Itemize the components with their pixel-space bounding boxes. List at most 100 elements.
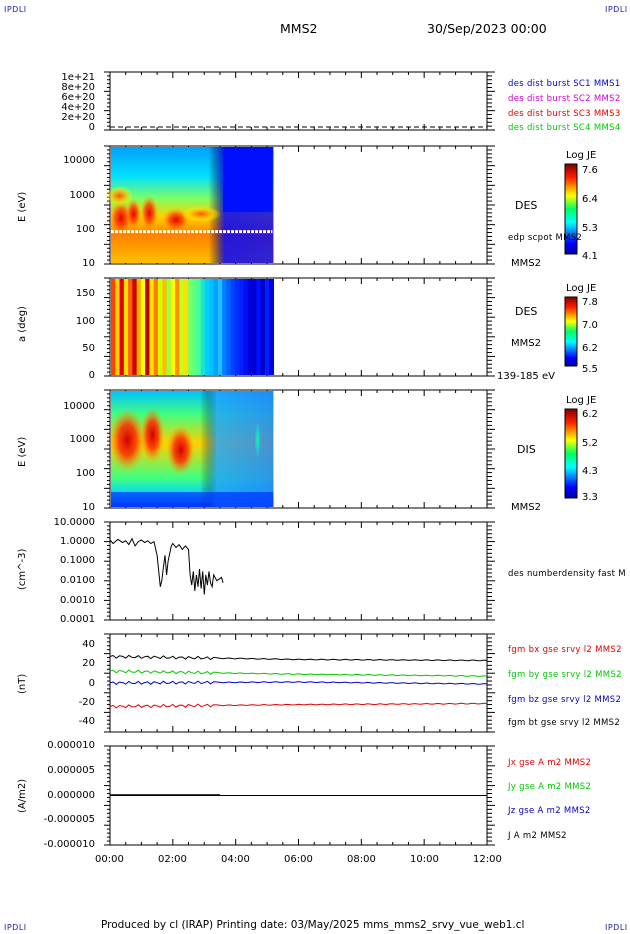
p7-ytick: -0.000010 [43, 839, 95, 850]
p2-ytick: 100 [75, 224, 95, 235]
p7-legend-j: J A m2 MMS2 [508, 831, 567, 841]
p4-low-energy-band [111, 492, 274, 507]
p5-ytick: 1.0000 [60, 536, 95, 547]
p4-flux-blob [140, 407, 165, 463]
colorbar-3 [564, 296, 578, 367]
p4-sc: MMS2 [511, 502, 541, 513]
p6-series-green [109, 669, 488, 677]
p4-flux-blob [109, 408, 146, 472]
p7-legend-jx: Jx gse A m2 MMS2 [508, 758, 592, 768]
p3-pitch-stripe [256, 279, 262, 375]
p3-pitch-stripe [226, 279, 232, 375]
p3-ytick: 50 [82, 343, 95, 354]
p7-ytick: -0.000005 [43, 814, 95, 825]
p3-pitch-stripe [213, 279, 219, 375]
p2-flux-blob [105, 186, 134, 206]
panel-frame [109, 71, 488, 131]
p5-ytick: 0.1000 [60, 555, 95, 566]
x-tick-label: 02:00 [158, 854, 187, 865]
p2-flux-blob [181, 206, 222, 222]
p2-cbar-title: Log JE [566, 150, 597, 161]
p2-ylabel: E (eV) [17, 191, 28, 222]
p5-density-line [109, 537, 224, 595]
date-title: 30/Sep/2023 00:00 [427, 21, 547, 36]
p5-ytick: 10.0000 [53, 517, 95, 528]
p3-cbar-tick: 6.2 [582, 343, 598, 354]
p3-ytick: 0 [88, 370, 95, 381]
p4-instrument: DIS [517, 443, 536, 456]
p3-pitch-stripe [166, 279, 172, 375]
p1-legend-mms3: des dist burst SC3 MMS3 [508, 109, 621, 119]
p2-sc: MMS2 [511, 258, 541, 269]
p4-flux-blob [166, 425, 195, 475]
p3-pitch-stripe [260, 279, 266, 375]
p4-cbar-tick: 5.2 [582, 438, 598, 449]
p1-ytick: 1e+21 [61, 72, 95, 83]
p7-ylabel: (A/m2) [17, 778, 28, 813]
p3-pitch-stripe [170, 279, 176, 375]
x-tick-label: 04:00 [221, 854, 250, 865]
x-tick-label: 08:00 [347, 854, 376, 865]
p2-cbar-tick: 5.3 [582, 223, 598, 234]
p4-ytick: 10 [82, 502, 95, 513]
p3-pitch-stripe [183, 279, 189, 375]
p6-ytick: 20 [82, 658, 95, 669]
p3-pitch-stripe [187, 279, 193, 375]
corner-label-bl: IPDLI [4, 923, 27, 932]
p6-legend-by: fgm by gse srvy l2 MMS2 [508, 670, 622, 680]
p6-legend-bx: fgm bx gse srvy l2 MMS2 [508, 645, 622, 655]
p6-legend-bt: fgm bt gse srvy l2 MMS2 [508, 718, 621, 728]
p3-pitch-stripe [153, 279, 159, 375]
p2-ytick: 1000 [69, 190, 95, 201]
p3-pitch-stripe [111, 279, 116, 375]
corner-label-tr: IPDLI [605, 5, 628, 14]
p3-pitch-stripe [179, 279, 185, 375]
p3-pitch-stripe [217, 279, 223, 375]
p1-ytick: 2e+20 [61, 112, 95, 123]
p5-ytick: 0.0001 [60, 614, 95, 625]
p3-range: 139-185 eV [497, 371, 555, 382]
p4-ytick: 1000 [69, 434, 95, 445]
p6-legend-bz: fgm bz gse srvy l2 MMS2 [508, 695, 622, 705]
p7-ytick: 0.000000 [47, 790, 95, 801]
corner-label-tl: IPDLI [4, 5, 27, 14]
p5-ylabel: (cm^-3) [17, 548, 28, 590]
colorbar-2 [564, 163, 578, 255]
p1-ytick: 0 [88, 122, 95, 133]
p3-instrument: DES [515, 305, 538, 318]
p2-ytick: 10 [82, 258, 95, 269]
p1-legend-mms1: des dist burst SC1 MMS1 [508, 79, 621, 89]
p5-label: des numberdensity fast M [508, 569, 626, 579]
p2-cbar-tick: 6.4 [582, 194, 598, 205]
p3-pitch-stripe [136, 279, 142, 375]
p3-cbar-tick: 7.8 [582, 297, 598, 308]
p2-flux-blob [125, 198, 142, 230]
p6-series-blue [109, 680, 488, 686]
p3-pitch-stripe [222, 279, 228, 375]
footer-text: Produced by cl (IRAP) Printing date: 03/… [101, 919, 525, 931]
p7-ytick: 0.000010 [47, 740, 95, 751]
p1-legend-mms2: des dist burst SC2 MMS2 [508, 94, 621, 104]
p4-cbar-tick: 3.3 [582, 492, 598, 503]
p3-ytick: 100 [75, 316, 95, 327]
x-tick-label: 00:00 [95, 854, 124, 865]
p5-ytick: 0.0010 [60, 595, 95, 606]
p2-overlay-label: edp scpot MMS2 [508, 233, 583, 243]
p2-low-flux-region [223, 147, 273, 212]
p3-ytick: 150 [75, 288, 95, 299]
p6-ytick: 0 [88, 678, 95, 689]
p3-pitch-stripe [239, 279, 245, 375]
p1-ytick: 4e+20 [61, 102, 95, 113]
p3-cbar-tick: 5.5 [582, 364, 598, 375]
p6-ytick: -20 [78, 697, 95, 708]
p4-cbar-title: Log JE [566, 395, 597, 406]
p3-cbar-tick: 7.0 [582, 320, 598, 331]
p4-flux-blob [254, 422, 261, 458]
x-tick-label: 10:00 [410, 854, 439, 865]
p1-ytick: 6e+20 [61, 92, 95, 103]
p3-pitch-stripe [234, 279, 240, 375]
p3-pitch-stripe [205, 279, 210, 375]
p3-pitch-stripe [175, 279, 180, 375]
p3-pitch-stripe [115, 279, 121, 375]
